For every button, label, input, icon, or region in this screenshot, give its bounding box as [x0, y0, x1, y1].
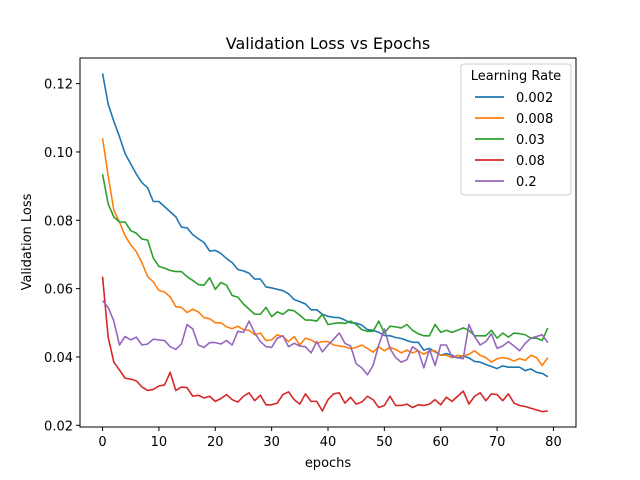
legend: Learning Rate 0.002 0.008 0.03 0.08 0.2: [460, 63, 572, 196]
y-axis: 0.02 0.04 0.06 0.08 0.10 0.12: [44, 78, 80, 434]
legend-label-0.08: 0.08: [516, 154, 545, 169]
legend-label-0.002: 0.002: [516, 91, 553, 106]
y-tick-label: 0.08: [44, 214, 73, 229]
legend-title: Learning Rate: [471, 69, 561, 84]
series-line-0.002: [101, 73, 549, 378]
x-tick-label: 60: [432, 435, 449, 450]
legend-items: 0.002 0.008 0.03 0.08 0.2: [475, 91, 553, 190]
x-tick-label: 40: [320, 435, 337, 450]
x-tick-label: 0: [98, 435, 106, 450]
x-tick-label: 80: [545, 435, 562, 450]
y-tick-label: 0.06: [44, 283, 73, 298]
legend-label-0.008: 0.008: [516, 112, 553, 127]
chart-title: Validation Loss vs Epochs: [226, 34, 431, 53]
legend-label-0.2: 0.2: [516, 175, 537, 190]
series-line-0.008: [101, 138, 549, 367]
x-tick-label: 10: [151, 435, 168, 450]
x-tick-label: 50: [376, 435, 393, 450]
series-line-0.2: [101, 300, 549, 376]
x-tick-label: 20: [207, 435, 224, 450]
x-axis: 0 10 20 30 40 50 60 70 80: [98, 427, 562, 450]
y-tick-label: 0.12: [44, 78, 73, 93]
x-axis-title: epochs: [305, 456, 352, 471]
y-tick-label: 0.02: [44, 419, 73, 434]
x-tick-label: 70: [489, 435, 506, 450]
y-axis-title: Validation Loss: [20, 193, 35, 290]
x-tick-label: 30: [263, 435, 280, 450]
legend-label-0.03: 0.03: [516, 133, 545, 148]
series-line-0.08: [101, 276, 548, 413]
y-tick-label: 0.04: [44, 351, 73, 366]
y-tick-label: 0.10: [44, 146, 73, 161]
